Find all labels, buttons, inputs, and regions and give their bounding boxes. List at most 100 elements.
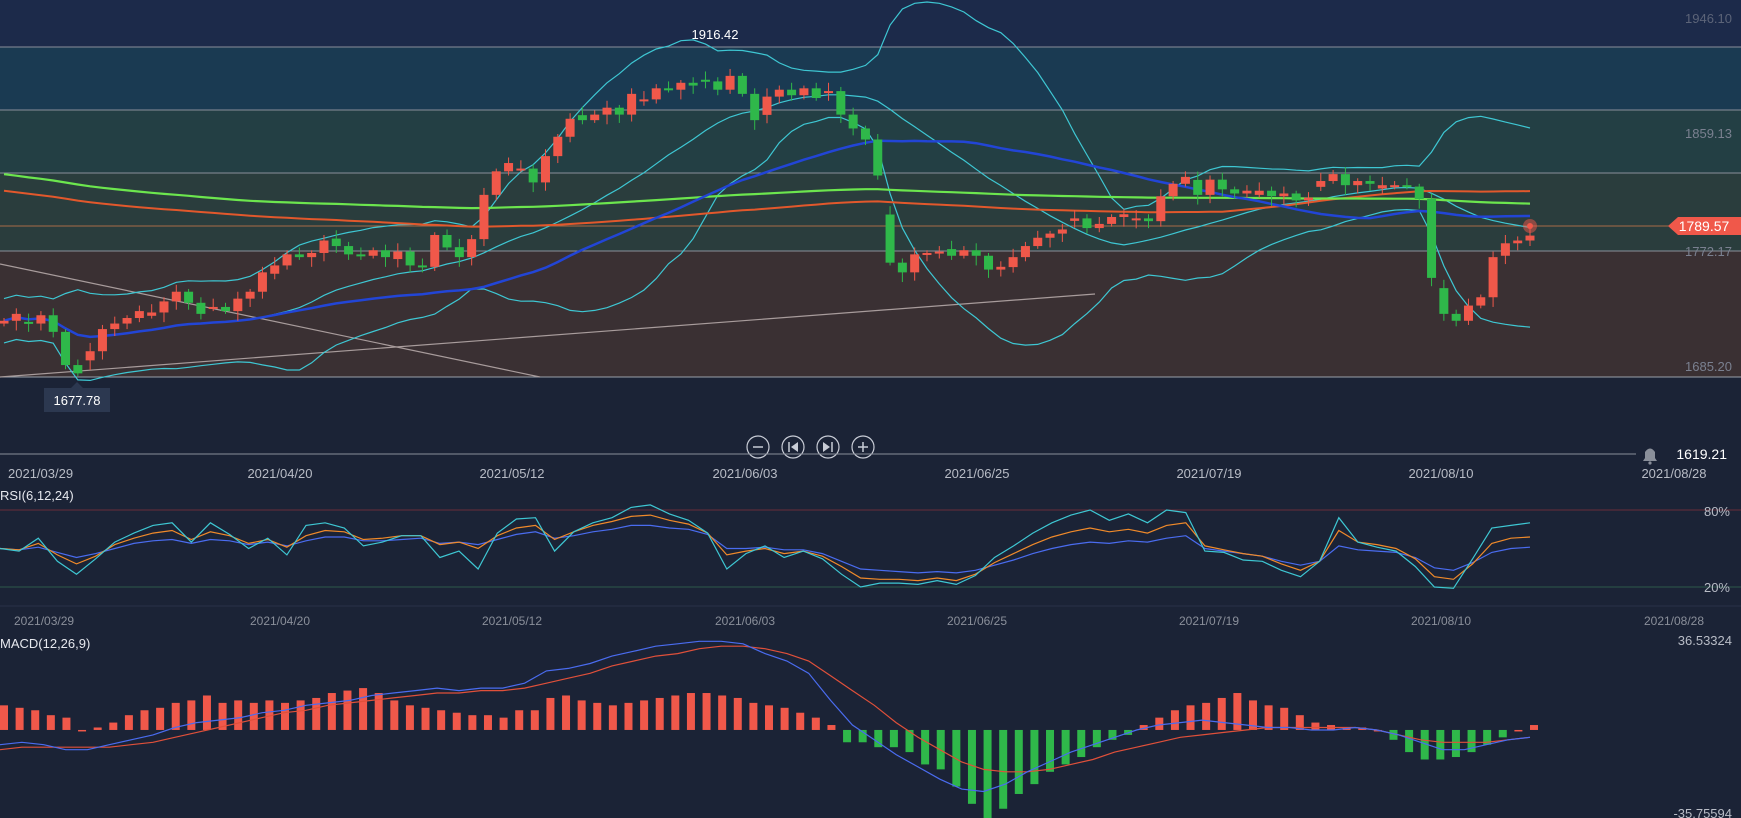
candle-body xyxy=(110,323,120,330)
candle-body xyxy=(1119,214,1129,218)
macd-bar xyxy=(312,697,321,730)
candle-body xyxy=(208,306,218,309)
macd-bar xyxy=(1420,729,1429,760)
macd-histogram xyxy=(0,688,1538,818)
macd-bar xyxy=(1530,725,1538,730)
macd-bar xyxy=(156,707,165,730)
candle-body xyxy=(467,239,477,258)
macd-bar xyxy=(46,715,55,730)
macd-bar xyxy=(811,717,820,730)
macd-bar xyxy=(671,695,680,730)
macd-bar xyxy=(686,693,695,730)
jump-start-button[interactable] xyxy=(781,435,805,459)
candle-body xyxy=(1168,183,1178,197)
macd-lines xyxy=(0,640,1531,793)
macd-bar xyxy=(1248,700,1257,730)
macd-bar xyxy=(140,710,149,730)
macd-bar xyxy=(530,710,539,730)
candle-body xyxy=(1205,179,1215,195)
macd-bar xyxy=(296,700,305,730)
candle-body xyxy=(159,301,169,313)
candle-body xyxy=(700,79,710,82)
macd-bar xyxy=(452,712,461,730)
candle-body xyxy=(664,88,674,91)
candle-body xyxy=(540,156,550,183)
candle-body xyxy=(257,272,267,292)
macd-bar xyxy=(421,707,430,730)
candle-body xyxy=(36,315,46,324)
zoom-in-button[interactable] xyxy=(851,435,875,459)
candle-body xyxy=(233,298,243,312)
price-tag-shape xyxy=(1668,217,1741,235)
candle-body xyxy=(171,291,181,302)
candle-body xyxy=(1242,190,1252,194)
price-axis-label: 1685.20 xyxy=(1685,359,1732,374)
skip-back-icon xyxy=(788,442,798,452)
band-3 xyxy=(0,173,1741,251)
bell-icon[interactable] xyxy=(1643,448,1657,465)
date-label: 2021/07/19 xyxy=(1179,614,1239,628)
candle-body xyxy=(1193,179,1203,195)
jump-end-button[interactable] xyxy=(816,435,840,459)
candle-body xyxy=(824,91,834,94)
candle-body xyxy=(1008,257,1018,268)
candle-body xyxy=(147,312,157,316)
candle-body xyxy=(184,291,194,303)
macd-bar xyxy=(905,729,914,753)
candle-body xyxy=(1525,235,1535,241)
macd-bar xyxy=(1514,729,1523,732)
candle-body xyxy=(1402,185,1412,188)
rsi-title: RSI(6,12,24) xyxy=(0,488,74,503)
candle-body xyxy=(614,107,624,115)
macd-bar xyxy=(983,729,992,818)
candle-body xyxy=(910,254,920,273)
macd-bar xyxy=(952,729,961,787)
candle-body xyxy=(922,252,932,255)
candle-body xyxy=(590,114,600,121)
macd-bar xyxy=(1046,729,1055,772)
candle-body xyxy=(1316,181,1326,187)
candle-body xyxy=(1020,246,1030,258)
candle-body xyxy=(1180,176,1190,184)
candle-body xyxy=(1488,257,1498,298)
candle-body xyxy=(1082,218,1092,229)
date-axis: 2021/03/29 2021/04/20 2021/05/12 2021/06… xyxy=(8,466,1707,481)
zoom-out-button[interactable] xyxy=(746,435,770,459)
macd-bar xyxy=(733,697,742,730)
candle-body xyxy=(750,93,760,121)
candle-body xyxy=(934,251,944,254)
macd-bar xyxy=(93,727,102,730)
macd-bar xyxy=(1436,729,1445,760)
macd-bar xyxy=(1139,725,1148,730)
candle-body xyxy=(996,266,1006,270)
candle-body xyxy=(319,240,329,253)
candle-body xyxy=(368,250,378,256)
candle-body xyxy=(282,254,292,266)
rsi-pane: RSI(6,12,24) 80% 20% xyxy=(0,488,1741,607)
low-price-pointer xyxy=(71,382,83,388)
button-outline xyxy=(746,435,770,459)
candle-body xyxy=(11,313,21,321)
macd-bar xyxy=(1483,729,1492,745)
price-axis-label: 1772.17 xyxy=(1685,244,1732,259)
macd-bar xyxy=(359,688,368,730)
button-outline xyxy=(816,435,840,459)
candle-body xyxy=(24,321,34,324)
candlesticks xyxy=(0,68,1535,377)
macd-bar xyxy=(0,705,8,730)
candle-body xyxy=(479,194,489,240)
date-label: 2021/07/19 xyxy=(1176,466,1241,481)
macd-bar xyxy=(31,710,40,730)
trend-line xyxy=(0,293,1096,378)
macd-bar xyxy=(124,715,133,730)
macd-bar xyxy=(889,729,898,748)
macd-bar xyxy=(843,729,852,743)
candle-body xyxy=(1230,189,1240,194)
macd-bar xyxy=(1405,729,1414,753)
candle-body xyxy=(270,265,280,274)
candle-body xyxy=(848,114,858,129)
rsi-6-line xyxy=(0,504,1531,589)
rsi-date-axis: 2021/03/29 2021/04/20 2021/05/12 2021/06… xyxy=(14,614,1704,628)
candle-body xyxy=(1414,186,1424,200)
candle-body xyxy=(885,214,895,263)
